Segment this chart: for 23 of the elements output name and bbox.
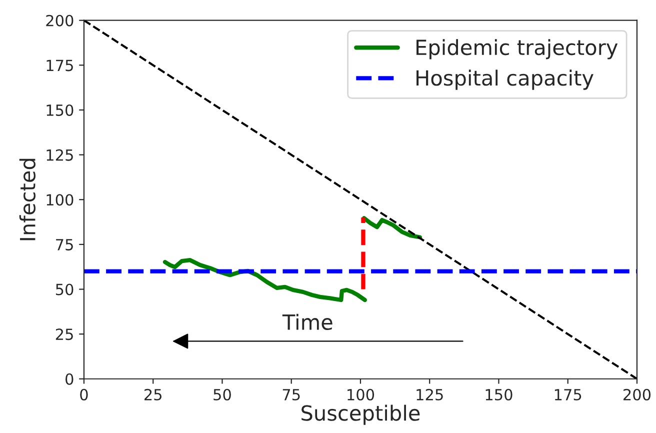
y-tick-label: 200 [46, 14, 74, 26]
x-tick-label: 175 [554, 389, 582, 400]
legend-label: Epidemic trajectory [416, 39, 618, 60]
x-axis-title: Susceptible [302, 404, 420, 425]
y-tick-label: 150 [46, 104, 74, 116]
x-tick-label: 125 [416, 388, 443, 400]
x-tick-label: 150 [486, 388, 512, 400]
annotation: Time [282, 314, 332, 330]
x-tick-label: 25 [144, 388, 162, 400]
y-axis-title: Infected [19, 158, 36, 240]
x-tick-label: 75 [282, 389, 300, 400]
legend-label: Hospital capacity [416, 70, 594, 90]
y-tick-label: 0 [66, 373, 74, 385]
y-tick-label: 175 [46, 60, 73, 72]
x-tick-label: 0 [80, 388, 88, 400]
y-tick-label: 25 [56, 328, 73, 340]
y-tick-label: 50 [56, 284, 74, 296]
x-tick-label: 100 [348, 388, 374, 400]
y-tick-label: 100 [46, 194, 74, 206]
y-tick-label: 75 [56, 239, 73, 250]
x-tick-label: 50 [214, 388, 231, 400]
y-tick-label: 125 [46, 149, 73, 161]
x-tick-label: 200 [624, 388, 651, 400]
